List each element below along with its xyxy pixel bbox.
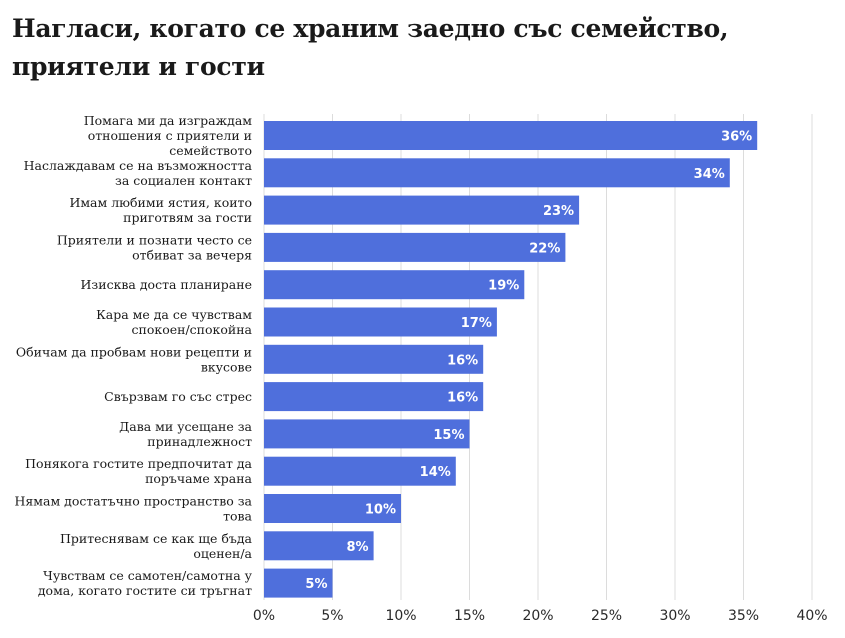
data-label: 19% <box>488 279 519 294</box>
category-label: Нямам достатъчно пространство за това <box>15 494 253 524</box>
bar <box>264 232 566 262</box>
x-tick-label: 15% <box>454 608 485 624</box>
data-label: 23% <box>543 204 574 219</box>
category-label: Приятели и познати често се отбиват за ве… <box>57 232 252 262</box>
bar <box>264 494 401 523</box>
x-tick-label: 0% <box>253 608 275 624</box>
data-label: 5% <box>305 577 327 592</box>
x-tick-label: 25% <box>591 608 622 624</box>
data-label: 36% <box>721 130 752 145</box>
bar <box>264 121 758 150</box>
data-label: 16% <box>447 353 478 368</box>
data-label: 22% <box>529 241 560 256</box>
data-label: 16% <box>447 391 478 406</box>
category-label: Наслаждавам се на възможността за социале… <box>24 158 253 188</box>
x-tick-label: 35% <box>728 608 759 624</box>
data-label: 17% <box>461 316 492 331</box>
bar <box>264 531 374 561</box>
bar <box>264 568 333 598</box>
category-label: Понякога гостите предпочитат да поръчаме … <box>25 456 252 486</box>
bar <box>264 158 730 188</box>
bar <box>264 382 484 412</box>
data-label: 14% <box>420 465 451 480</box>
data-label: 8% <box>347 540 369 555</box>
bar <box>264 419 470 449</box>
x-tick-label: 10% <box>385 608 416 624</box>
category-label: Имам любими ястия, които приготвям за гос… <box>69 195 252 225</box>
bar <box>264 456 456 486</box>
category-label: Чувствам се самотен/самотна у дома, когат… <box>38 568 253 598</box>
x-tick-label: 20% <box>522 608 553 624</box>
bar <box>264 344 484 374</box>
category-label: Обичам да пробвам нови рецепти и вкусове <box>16 344 252 374</box>
category-label: Дава ми усещане за принадлежност <box>119 419 252 449</box>
data-label: 15% <box>433 428 464 443</box>
data-label: 10% <box>365 503 396 518</box>
category-label: Свързвам го със стрес <box>104 389 252 404</box>
category-label: Притеснявам се как ще бъда оценен/а <box>60 531 253 561</box>
chart-title: Нагласи, когато се храним заедно със сем… <box>12 14 729 81</box>
category-label: Кара ме да се чувствам спокоен/спокойна <box>96 307 252 337</box>
data-label: 34% <box>694 167 725 182</box>
category-label: Изисква доста планиране <box>81 277 252 292</box>
x-tick-label: 30% <box>659 608 690 624</box>
category-label: Помага ми да изграждам отношения с прияте… <box>84 113 253 158</box>
x-tick-label: 40% <box>796 608 827 624</box>
bar <box>264 307 497 337</box>
bar <box>264 195 580 225</box>
x-tick-label: 5% <box>321 608 343 624</box>
bar <box>264 270 525 300</box>
